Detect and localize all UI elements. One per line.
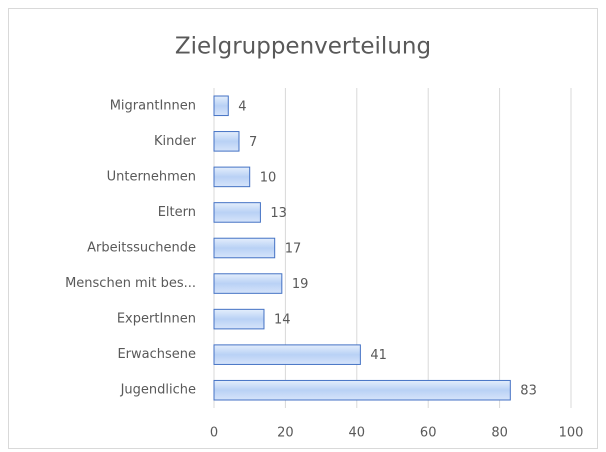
data-label: 14 — [274, 313, 291, 328]
x-tick-label: 40 — [349, 426, 366, 441]
bar — [213, 273, 283, 294]
bar — [213, 202, 261, 223]
y-tick-label: Jugendliche — [120, 383, 196, 398]
bar — [213, 237, 276, 259]
data-label: 13 — [270, 206, 287, 221]
x-tick-label: 0 — [210, 426, 218, 441]
data-label: 10 — [260, 170, 277, 185]
x-tick-label: 80 — [491, 426, 508, 441]
bar — [213, 166, 251, 188]
x-tick-label: 100 — [559, 426, 584, 441]
x-tick-label: 20 — [277, 426, 294, 441]
bar — [213, 344, 361, 365]
data-label: 4 — [238, 99, 246, 114]
y-tick-label: Unternehmen — [107, 169, 196, 184]
bar — [213, 95, 229, 117]
y-tick-label: Arbeitssuchende — [87, 241, 196, 256]
x-tick-label: 60 — [420, 426, 437, 441]
bar — [213, 379, 511, 401]
data-label: 17 — [285, 242, 302, 257]
data-label: 83 — [520, 384, 537, 399]
bar — [213, 131, 240, 152]
data-label: 41 — [370, 348, 387, 363]
data-label: 19 — [292, 277, 309, 292]
y-tick-label: MigrantInnen — [110, 98, 196, 113]
chart-title: Zielgruppenverteilung — [175, 34, 431, 60]
bar — [213, 308, 265, 330]
y-tick-label: Menschen mit bes... — [65, 276, 196, 291]
y-tick-label: ExpertInnen — [117, 312, 196, 327]
y-tick-label: Erwachsene — [117, 347, 196, 362]
y-tick-label: Eltern — [158, 205, 196, 220]
y-tick-label: Kinder — [154, 134, 197, 149]
data-label: 7 — [249, 135, 257, 150]
